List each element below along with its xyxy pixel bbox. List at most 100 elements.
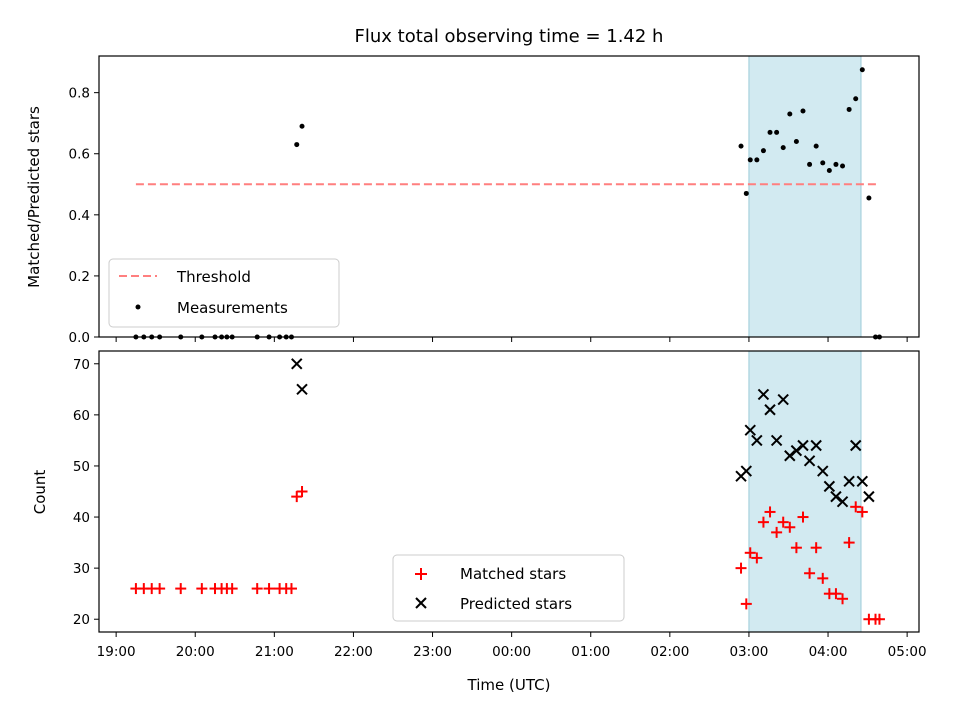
- top-legend: Threshold Measurements: [108, 258, 340, 328]
- predicted-star-point: [770, 434, 783, 447]
- predicted-star-point: [817, 465, 829, 477]
- matched-star-point: [764, 506, 776, 518]
- matched-star-point: [263, 583, 275, 595]
- measurement-point: [826, 168, 832, 174]
- matched-star-point: [873, 613, 885, 625]
- x-tick-label: 05:00: [888, 644, 927, 660]
- x-tick-label: 04:00: [809, 644, 848, 660]
- predicted-star-point: [790, 444, 803, 457]
- bottom-legend-box: [392, 554, 625, 622]
- matched-star-point: [757, 516, 769, 528]
- measurement-point: [760, 148, 766, 154]
- predicted-star-point: [740, 465, 753, 477]
- matched-star-point: [751, 552, 763, 564]
- bottom-series-layer: [130, 358, 885, 625]
- matched-star-point: [777, 516, 789, 528]
- bottom-x-ticks: 19:00 20:00 21:00 22:00 23:00 00:00 01:00 02:00…: [97, 632, 927, 660]
- x-tick-label: 02:00: [650, 644, 689, 660]
- legend-predicted-swatch: [415, 597, 427, 609]
- top-legend-box: [108, 258, 340, 328]
- matched-star-point: [830, 588, 842, 600]
- measurement-point: [294, 142, 300, 148]
- matched-star-point: [804, 567, 816, 579]
- y-tick-label: 50: [73, 459, 90, 475]
- measurement-point: [743, 190, 749, 196]
- measurement-point: [793, 139, 799, 145]
- top-shaded-interval: [748, 55, 862, 338]
- matched-star-point: [771, 526, 783, 538]
- measurement-point: [846, 106, 852, 112]
- predicted-star-point: [850, 439, 862, 452]
- x-tick-label: 23:00: [413, 644, 452, 660]
- legend-measurements-swatch: [135, 304, 141, 310]
- predicted-star-point: [797, 439, 809, 452]
- measurement-point: [866, 195, 872, 201]
- legend-matched-swatch: [415, 568, 427, 580]
- x-tick-label: 00:00: [492, 644, 531, 660]
- matched-star-point: [251, 583, 263, 595]
- measurement-point: [787, 111, 793, 117]
- matched-star-point: [735, 562, 747, 574]
- legend-matched-label: Matched stars: [460, 565, 566, 583]
- measurement-point: [800, 108, 806, 114]
- measurement-point: [833, 161, 839, 167]
- matched-star-point: [784, 521, 796, 533]
- predicted-star-point: [757, 388, 770, 401]
- x-tick-label: 21:00: [255, 644, 294, 660]
- bottom-y-axis-label: Count: [31, 470, 49, 515]
- matched-star-point: [790, 542, 802, 554]
- top-y-ticks: 0.0 0.2 0.4 0.6 0.8: [69, 86, 99, 346]
- legend-threshold-label: Threshold: [176, 268, 251, 286]
- y-tick-label: 0.0: [69, 330, 90, 346]
- y-tick-label: 0.8: [69, 86, 90, 102]
- y-tick-label: 70: [73, 357, 90, 373]
- x-tick-label: 03:00: [729, 644, 768, 660]
- predicted-star-point: [856, 475, 869, 487]
- matched-star-point: [837, 593, 849, 605]
- predicted-star-point: [863, 490, 875, 503]
- bottom-panel: 20 30 40 50 60 70 19:00 20:00 21:00 22:00 23:00 00…: [31, 350, 927, 694]
- x-tick-label: 01:00: [571, 644, 610, 660]
- y-tick-label: 20: [73, 612, 90, 628]
- y-tick-label: 30: [73, 561, 90, 577]
- measurement-point: [853, 96, 859, 102]
- predicted-star-point: [803, 455, 816, 467]
- matched-star-point: [810, 542, 822, 554]
- predicted-star-point: [810, 439, 822, 452]
- measurement-point: [738, 143, 744, 149]
- x-axis-label: Time (UTC): [467, 676, 551, 694]
- predicted-star-point: [751, 434, 763, 447]
- y-tick-label: 60: [73, 408, 90, 424]
- measurement-point: [859, 67, 865, 73]
- top-panel: 0.00.20.40.60.8 Matched/Predicted stars …: [25, 55, 920, 346]
- predicted-star-point: [764, 404, 776, 416]
- y-tick-label: 0.4: [69, 208, 90, 224]
- matched-star-point: [285, 583, 297, 595]
- matched-star-point: [817, 572, 829, 584]
- y-tick-label: 0.2: [69, 269, 90, 285]
- predicted-star-point: [296, 383, 308, 396]
- matched-star-point: [797, 511, 809, 523]
- bottom-axes-frame: [98, 350, 920, 633]
- predicted-star-point: [843, 475, 855, 487]
- measurement-point: [767, 129, 773, 135]
- legend-measurements-label: Measurements: [177, 299, 288, 317]
- measurement-point: [840, 163, 846, 169]
- matched-star-point: [196, 583, 208, 595]
- legend-predicted-label: Predicted stars: [460, 595, 572, 613]
- measurement-point: [754, 157, 760, 163]
- matched-star-point: [744, 547, 756, 559]
- predicted-star-point: [777, 393, 789, 406]
- bottom-legend: Matched stars Predicted stars: [392, 554, 625, 622]
- matched-star-point: [296, 486, 308, 497]
- predicted-star-point: [784, 450, 796, 462]
- measurement-point: [820, 160, 826, 166]
- top-y-axis-label: Matched/Predicted stars: [25, 106, 43, 288]
- matched-star-point: [226, 583, 238, 595]
- top-x-ticks: [115, 337, 908, 342]
- predicted-star-point: [823, 480, 836, 493]
- top-axes-frame: [98, 55, 920, 338]
- predicted-star-point: [836, 496, 849, 508]
- measurement-point: [299, 123, 305, 129]
